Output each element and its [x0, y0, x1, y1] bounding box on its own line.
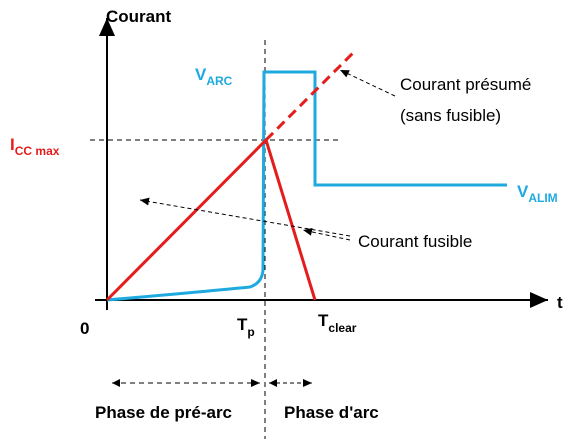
fuse-current-line [105, 137, 317, 302]
tclear-label: Tclear [318, 311, 357, 335]
annotation: (sans fusible) [400, 106, 501, 125]
tp-label: Tp [237, 315, 255, 339]
y-axis-label: Courant [106, 7, 172, 26]
phase-label: Phase d'arc [284, 403, 379, 422]
phase-label: Phase de pré-arc [95, 403, 232, 422]
annotation-arrow [339, 69, 396, 97]
annotation: Courant fusible [358, 232, 472, 251]
annotation-arrow [139, 197, 351, 237]
annotation-arrow [302, 227, 351, 241]
origin-label: 0 [80, 319, 89, 338]
annotation: Courant présumé [400, 75, 531, 94]
v-alim-label: VALIM [517, 182, 558, 205]
icc-label: ICC max [10, 135, 60, 158]
t-label: t [557, 293, 563, 312]
voltage-curve [106, 70, 507, 302]
v-arc-label: VARC [195, 65, 233, 88]
presumed-current-line [264, 48, 358, 142]
